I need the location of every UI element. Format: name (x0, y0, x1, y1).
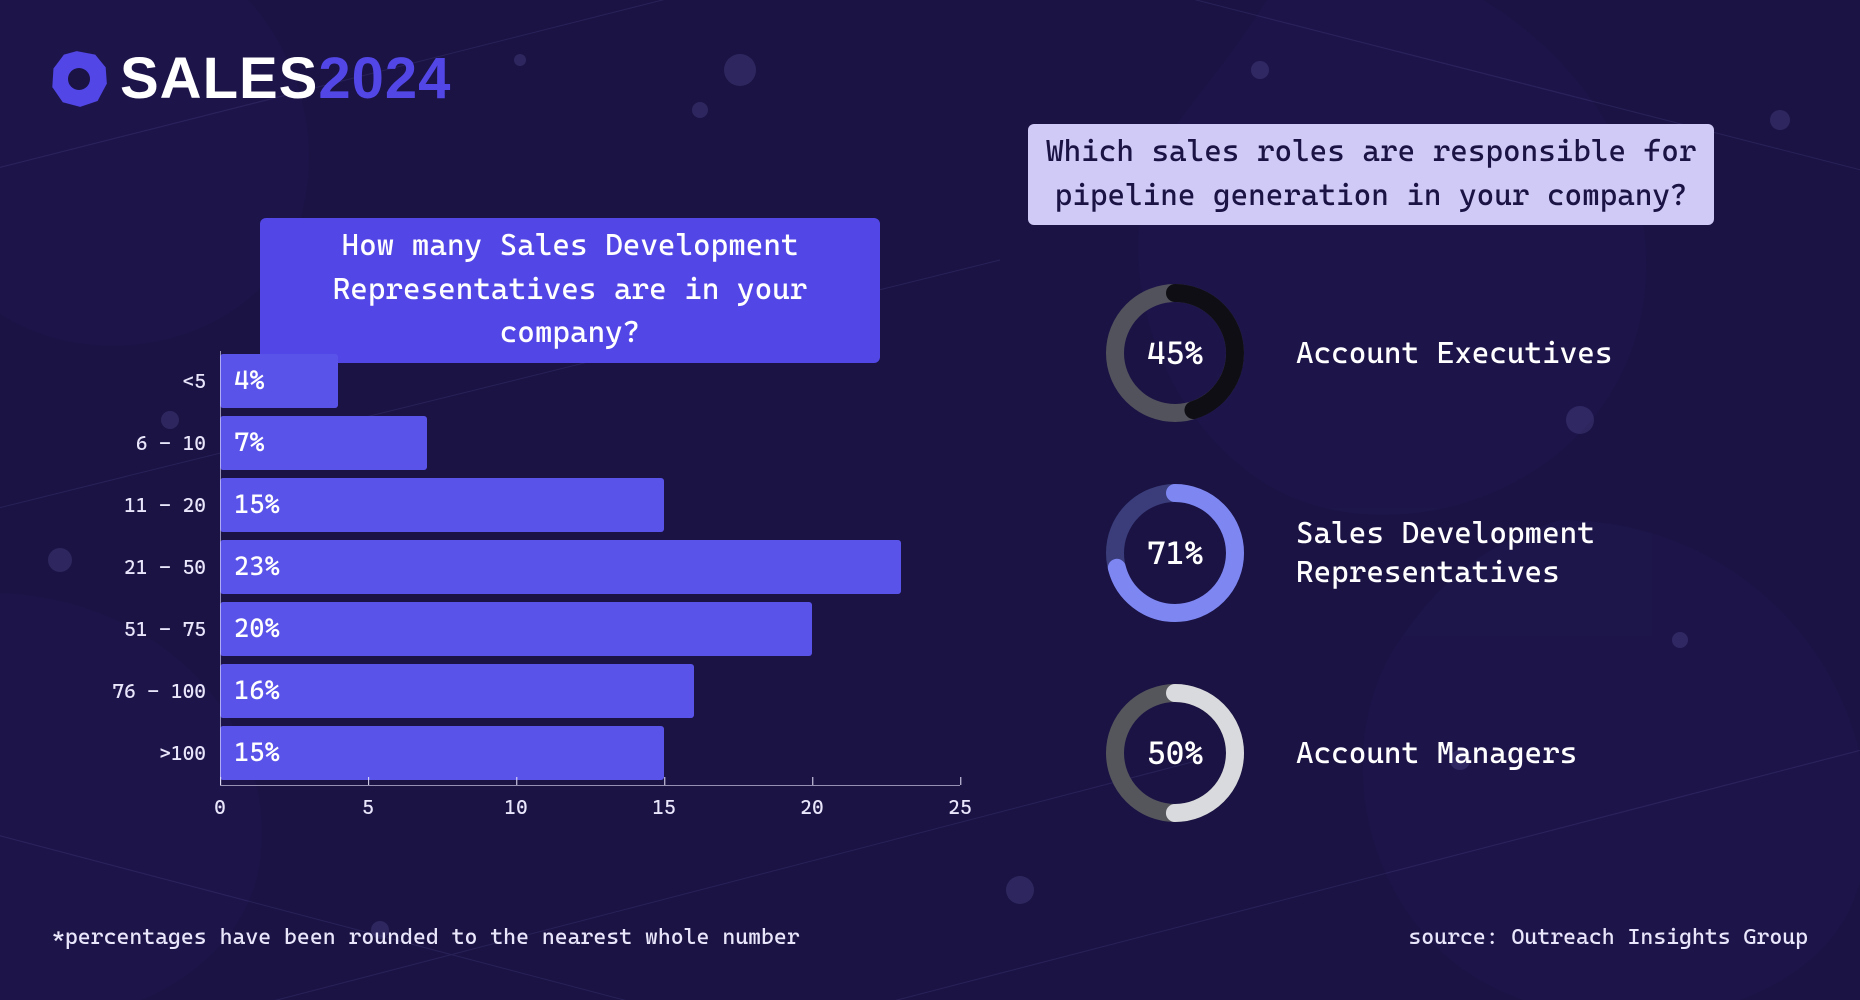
donut-chart: 45% (1100, 278, 1250, 428)
bar-chart-title: How many Sales Development Representativ… (260, 218, 880, 363)
donut-item: 45% Account Executives (1100, 278, 1612, 428)
bar-category-label: 11 - 20 (110, 493, 220, 517)
bar-row: 76 - 100 16% (110, 660, 960, 722)
x-axis-line (220, 785, 960, 786)
bar: 23% (220, 540, 901, 594)
donut-percent: 71% (1100, 478, 1250, 628)
bar-row: 11 - 20 15% (110, 474, 960, 536)
bar-track: 23% (220, 540, 960, 594)
bar-category-label: 51 - 75 (110, 617, 220, 641)
donut-section-title: Which sales roles are responsible for pi… (1028, 124, 1714, 225)
bar-row: 6 - 10 7% (110, 412, 960, 474)
x-tick: 0 (214, 785, 226, 819)
bar-category-label: 6 - 10 (110, 431, 220, 455)
bar-row: >100 15% (110, 722, 960, 784)
footnote: *percentages have been rounded to the ne… (52, 925, 800, 950)
x-tick: 15 (652, 785, 675, 819)
x-tick: 10 (504, 785, 527, 819)
bar-row: 51 - 75 20% (110, 598, 960, 660)
x-axis: 0510152025 (220, 784, 960, 824)
bar-category-label: >100 (110, 741, 220, 765)
donut-item: 71% Sales DevelopmentRepresentatives (1100, 478, 1595, 628)
x-tick: 5 (362, 785, 374, 819)
bar-track: 15% (220, 726, 960, 780)
bar-row: <5 4% (110, 350, 960, 412)
donut-percent: 50% (1100, 678, 1250, 828)
bar: 15% (220, 726, 664, 780)
logo: SALES2024 (50, 50, 451, 108)
x-tick: 25 (948, 785, 971, 819)
donut-percent: 45% (1100, 278, 1250, 428)
source-attribution: source: Outreach Insights Group (1408, 925, 1808, 950)
donut-label: Account Managers (1296, 734, 1577, 773)
bar: 15% (220, 478, 664, 532)
bar-chart: <5 4% 6 - 10 7% 11 - 20 15% 21 - 50 23% … (110, 350, 960, 824)
donut-section-title-wrap: Which sales roles are responsible for pi… (1028, 124, 1768, 225)
bar-track: 4% (220, 354, 960, 408)
bar-track: 15% (220, 478, 960, 532)
logo-blob-icon (50, 50, 108, 108)
donut-chart: 50% (1100, 678, 1250, 828)
bar-category-label: 76 - 100 (110, 679, 220, 703)
bar: 16% (220, 664, 694, 718)
bar: 7% (220, 416, 427, 470)
bar-category-label: 21 - 50 (110, 555, 220, 579)
x-tick: 20 (800, 785, 823, 819)
donut-label: Sales DevelopmentRepresentatives (1296, 514, 1595, 592)
donut-chart: 71% (1100, 478, 1250, 628)
donut-item: 50% Account Managers (1100, 678, 1577, 828)
bar-row: 21 - 50 23% (110, 536, 960, 598)
logo-text: SALES2024 (120, 50, 451, 108)
bar-category-label: <5 (110, 369, 220, 393)
infographic-canvas: SALES2024 How many Sales Development Rep… (0, 0, 1860, 1000)
bar: 4% (220, 354, 338, 408)
bar: 20% (220, 602, 812, 656)
y-axis-line (220, 351, 221, 785)
donut-label: Account Executives (1296, 334, 1612, 373)
logo-word-year: 2024 (318, 50, 451, 108)
bar-track: 20% (220, 602, 960, 656)
bar-chart-title-wrap: How many Sales Development Representativ… (260, 218, 880, 363)
bar-track: 7% (220, 416, 960, 470)
bar-track: 16% (220, 664, 960, 718)
logo-word-sales: SALES (120, 50, 318, 108)
